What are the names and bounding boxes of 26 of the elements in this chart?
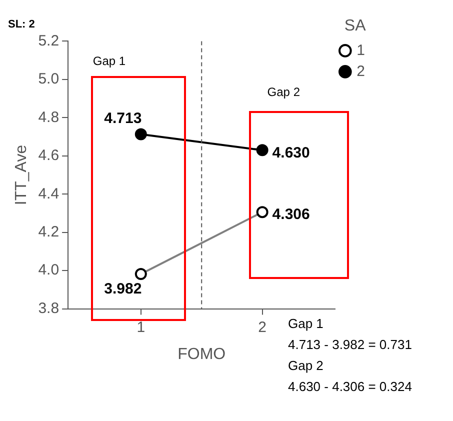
annotation: Gap 2 (267, 85, 300, 100)
y-tick-label: 5.0 (38, 70, 60, 88)
chart-title: SL: 2 (8, 18, 35, 31)
legend-title: SA (344, 17, 366, 34)
x-axis-title: FOMO (178, 346, 226, 363)
data-label: 4.306 (272, 206, 310, 224)
text: 4.713 - 3.982 = 0.731 (288, 336, 412, 354)
y-tick-label: 4.6 (38, 147, 60, 164)
y-axis-title: ITT_Ave (13, 144, 30, 206)
y-tick-label: 4.2 (38, 223, 60, 240)
legend-label: 1 (356, 42, 365, 59)
point (256, 144, 268, 156)
annotation: Gap 1 (92, 54, 126, 68)
y-tick-label: 3.8 (38, 300, 60, 317)
data-label: 3.982 (104, 280, 142, 298)
text: Gap 2 (288, 357, 324, 375)
data-label: 4.713 (104, 110, 142, 127)
data-label: 4.630 (272, 144, 310, 162)
y-tick-label: 4.0 (38, 262, 60, 279)
legend-label: 2 (356, 62, 365, 80)
point (134, 128, 147, 140)
text: 4.630 - 4.306 = 0.324 (288, 378, 412, 396)
y-tick-label: 4.4 (38, 185, 60, 202)
y-tick-label: 4.8 (38, 108, 60, 126)
y-tick-label: 5.2 (38, 32, 60, 50)
text: Gap 1 (288, 315, 324, 333)
